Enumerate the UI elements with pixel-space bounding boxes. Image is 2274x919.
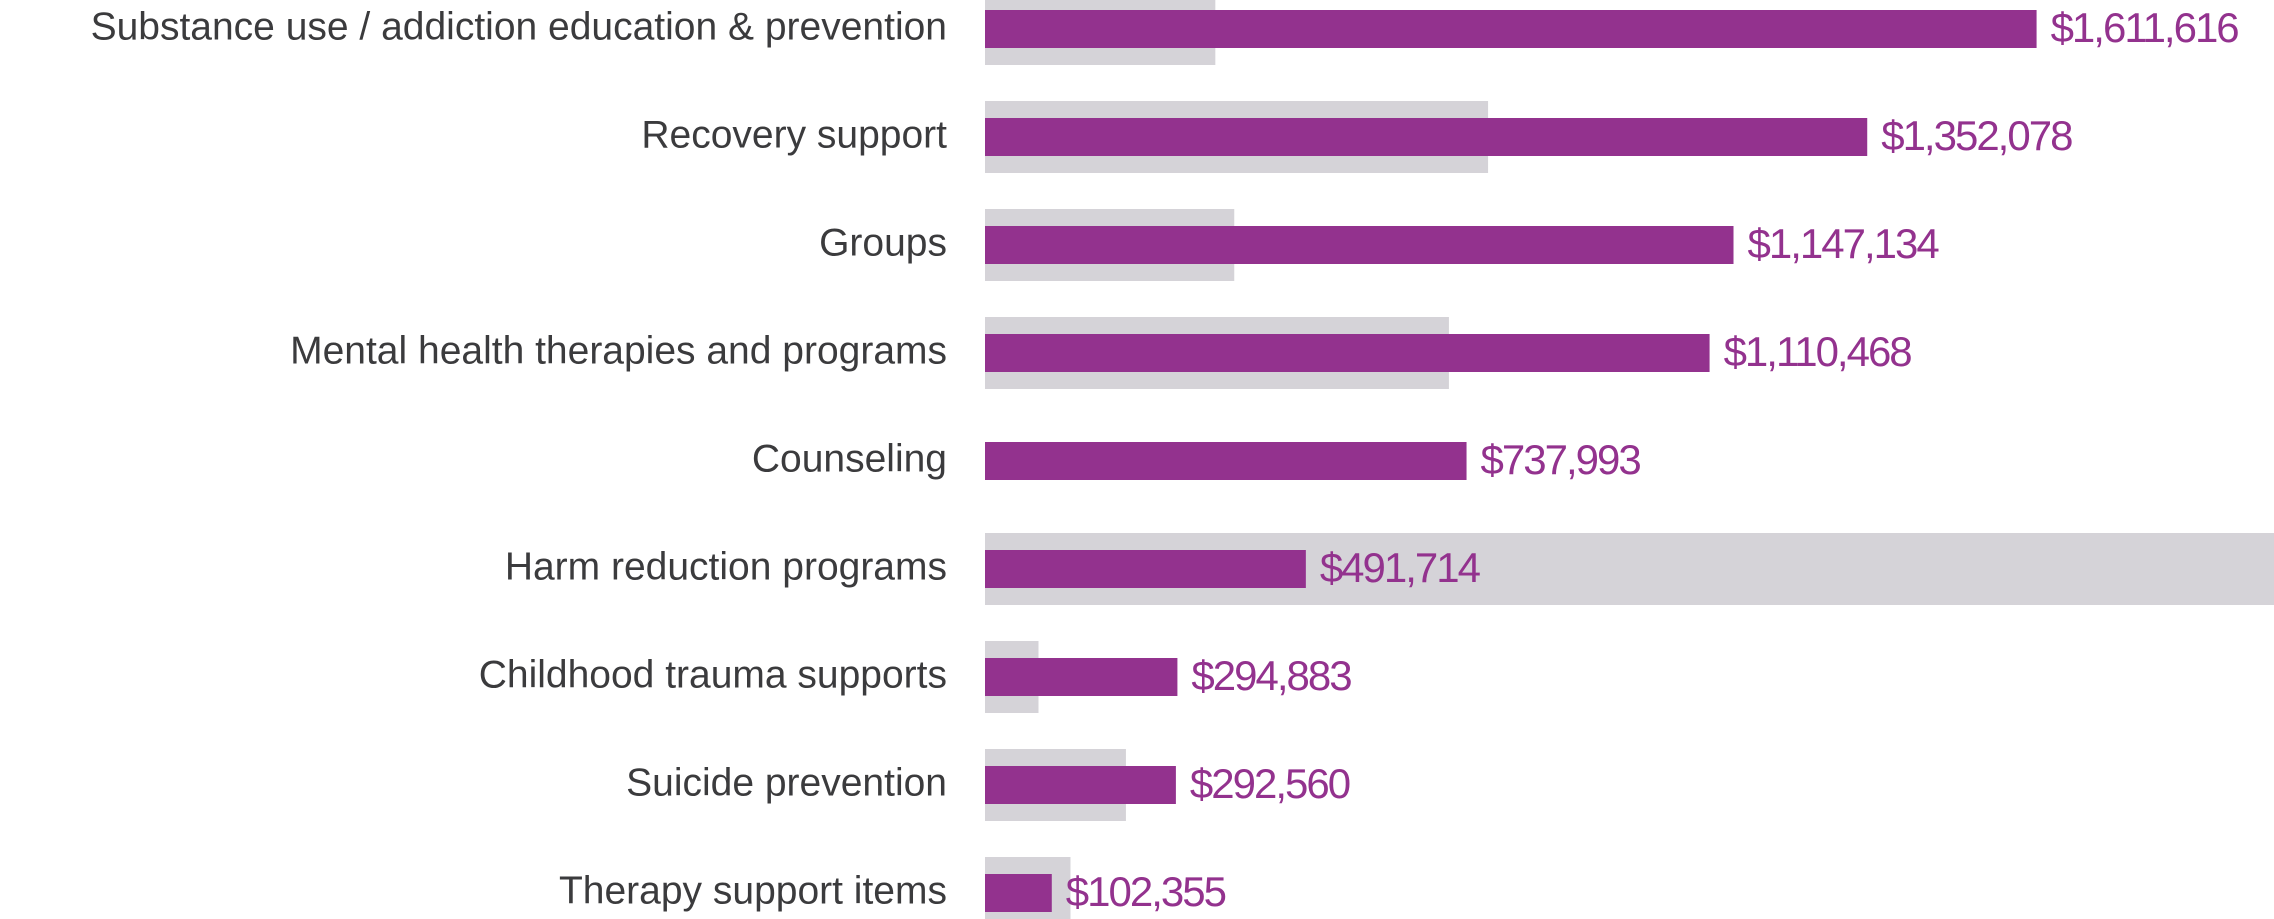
value-label: $1,611,616	[2051, 4, 2239, 51]
bar	[985, 550, 1306, 588]
value-label: $1,110,468	[1724, 328, 1912, 375]
value-label: $292,560	[1190, 760, 1350, 807]
bar	[985, 658, 1178, 696]
category-label: Harm reduction programs	[505, 545, 947, 588]
category-label: Substance use / addiction education & pr…	[91, 5, 947, 48]
bar	[985, 442, 1467, 480]
value-label: $1,352,078	[1881, 112, 2072, 159]
category-label: Therapy support items	[559, 869, 947, 912]
bar	[985, 766, 1176, 804]
category-label: Counseling	[752, 437, 947, 480]
value-label: $737,993	[1481, 436, 1641, 483]
bar	[985, 118, 1868, 156]
value-label: $491,714	[1320, 544, 1481, 591]
category-label: Mental health therapies and programs	[290, 329, 947, 372]
category-label: Suicide prevention	[626, 761, 947, 804]
bar	[985, 874, 1052, 912]
category-label: Recovery support	[641, 113, 947, 156]
value-label: $1,147,134	[1748, 220, 1940, 267]
bar	[985, 226, 1734, 264]
value-label: $294,883	[1191, 652, 1351, 699]
category-label: Groups	[819, 221, 947, 264]
bar	[985, 334, 1710, 372]
bar	[985, 10, 2037, 48]
value-label: $102,355	[1066, 868, 1226, 915]
category-label: Childhood trauma supports	[479, 653, 947, 696]
